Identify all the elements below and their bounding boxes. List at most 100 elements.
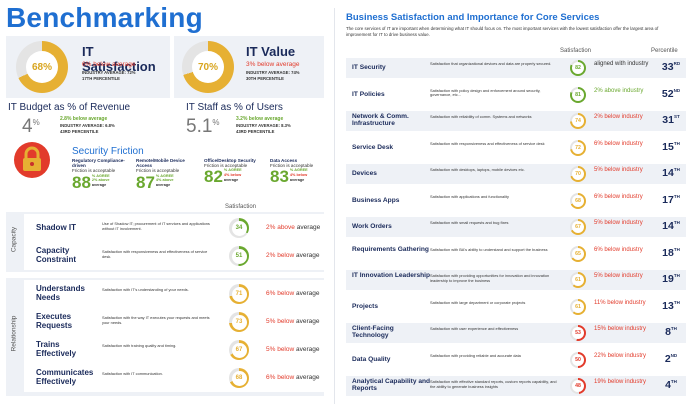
core-service-rank-suffix: TH — [670, 379, 677, 384]
metric-score-ring: 34 — [229, 218, 249, 238]
core-service-percentile: 8TH — [658, 326, 684, 338]
core-service-percentile: 17TH — [658, 194, 684, 206]
core-service-row: Requirements Gathering Satisfaction with … — [346, 244, 686, 264]
metric-verdict-delta: 2% above — [266, 224, 295, 231]
core-service-rank: 33 — [661, 61, 674, 73]
core-service-row: Data Quality Satisfaction with providing … — [346, 350, 686, 370]
metric-verdict-delta: 6% below — [266, 290, 295, 297]
metric-verdict-delta: 5% below — [266, 346, 295, 353]
friction-item: Office/Desktop Security Friction is accep… — [204, 158, 268, 187]
metric-score-ring: 73 — [229, 312, 249, 332]
core-service-score: 74 — [575, 118, 581, 124]
core-service-score-inner: 67 — [572, 221, 584, 233]
core-service-score-inner: 68 — [572, 194, 584, 207]
metric-verdict-rest: average — [294, 290, 320, 297]
core-service-description: Satisfaction with large department or co… — [430, 299, 526, 305]
core-service-verdict: 22% below industry — [594, 352, 647, 359]
core-service-verdict: 5% below industry — [594, 220, 643, 226]
staff-percentile: 43RD PERCENTILE — [236, 129, 275, 134]
core-service-score: 48 — [575, 383, 581, 389]
budget-value: 4% — [22, 116, 40, 138]
metric-verdict-rest: average — [294, 224, 321, 231]
core-service-score: 65 — [575, 250, 581, 257]
core-service-score-ring: 48 — [570, 378, 586, 394]
it-value-donut: 70% — [182, 41, 234, 93]
core-service-row: Business Apps Satisfaction with applicati… — [346, 191, 686, 211]
core-service-score-ring: 68 — [570, 192, 586, 209]
budget-unit: % — [32, 118, 40, 127]
metric-verdict-delta: 6% below — [266, 374, 295, 381]
core-service-verdict: 2% above industry — [594, 87, 644, 94]
core-service-name: Projects — [352, 302, 379, 310]
metric-row: Understands Needs Satisfaction with IT's … — [24, 280, 324, 308]
core-service-row: Network & Comm. Infrastructure Satisfacti… — [346, 111, 686, 131]
friction-item-side: % AGREE 4% above average — [156, 174, 174, 188]
core-service-name: Analytical Capability and Reports — [352, 378, 431, 393]
friction-item-value: 82 — [204, 167, 223, 187]
metric-name: Understands Needs — [36, 284, 85, 302]
it-value-card: 70% IT Value 3% below average INDUSTRY A… — [174, 36, 324, 98]
core-service-description: Satisfaction with effective standard rep… — [430, 379, 557, 389]
it-satisfaction-delta: 6% below average — [82, 61, 136, 68]
core-service-rank-suffix: ND — [673, 87, 681, 93]
core-service-score: 81 — [575, 91, 581, 98]
friction-avg-label: average — [155, 182, 171, 187]
core-service-verdict: 11% below industry — [594, 299, 646, 306]
friction-item-value-row: 83% AGREE 4% below average — [270, 168, 334, 187]
friction-item-sub: Friction is acceptable — [72, 168, 116, 174]
it-value-title: IT Value — [246, 44, 296, 59]
metric-verdict-rest: average — [294, 252, 320, 259]
core-service-verdict: 19% below industry — [594, 379, 647, 385]
core-service-percentile: 14TH — [658, 167, 684, 179]
friction-agree-label: % AGREE — [155, 173, 174, 178]
metric-description: Use of Shadow IT; procurement of IT serv… — [102, 221, 210, 231]
it-satisfaction-unit: % — [43, 61, 53, 73]
core-service-row: Client-Facing Technology Satisfaction wit… — [346, 323, 686, 343]
core-service-row: Devices Satisfaction with desktops, lapto… — [346, 164, 686, 184]
core-service-rank-suffix: ND — [670, 352, 678, 358]
core-service-name: Business Apps — [352, 196, 400, 204]
page-title: Benchmarking — [6, 2, 203, 33]
friction-item-value-row: 87% AGREE 4% above average — [136, 173, 200, 193]
percentile-header: Percentile — [651, 48, 678, 54]
friction-agree-label: % AGREE — [289, 168, 308, 173]
core-service-description: Satisfaction with reliability of comm. S… — [430, 114, 532, 119]
core-service-description: Satisfaction with responsiveness and eff… — [430, 140, 545, 146]
budget-number: 4 — [22, 116, 33, 137]
core-service-row: Service Desk Satisfaction with responsive… — [346, 138, 686, 158]
friction-item-value-row: 82% AGREE 4% below average — [204, 168, 268, 187]
core-service-score-ring: 81 — [570, 86, 586, 103]
core-service-name: IT Policies — [352, 90, 385, 98]
core-service-score: 82 — [575, 65, 581, 71]
security-friction-title: Security Friction — [72, 146, 144, 157]
metric-verdict-rest: average — [294, 374, 320, 381]
it-satisfaction-title: IT Satisfaction — [82, 44, 156, 74]
friction-item-side: % AGREE 4% below average — [224, 168, 242, 182]
metric-row: Capacity Constraint Satisfaction with res… — [24, 242, 324, 270]
friction-item-heading: Remote/Mobile Device Access — [136, 158, 185, 169]
metric-score-ring: 67 — [229, 340, 249, 360]
core-service-verdict: 2% below industry — [594, 114, 643, 120]
core-service-name: IT Innovation Leadership — [352, 272, 431, 279]
core-service-score-ring: 67 — [570, 219, 586, 235]
core-service-rank: 14 — [662, 167, 674, 179]
core-service-score-inner: 72 — [572, 141, 584, 154]
core-service-score: 50 — [575, 356, 581, 363]
friction-item-side: % AGREE 2% above average — [92, 174, 110, 188]
core-service-rank: 18 — [662, 246, 674, 259]
core-service-description: Satisfaction that organizational devices… — [430, 61, 552, 66]
core-service-row: IT Innovation Leadership Satisfaction wit… — [346, 270, 686, 290]
core-service-rank: 31 — [662, 114, 674, 126]
friction-item-heading: Data Access — [270, 158, 298, 163]
friction-delta: 4% above — [155, 178, 174, 183]
core-service-score-ring: 50 — [570, 351, 586, 368]
it-value-delta: 3% below average — [246, 61, 300, 68]
it-satisfaction-value: 68 — [31, 61, 44, 73]
metric-score-inner: 51 — [231, 248, 247, 264]
core-service-score-inner: 74 — [572, 115, 584, 127]
core-service-rank-suffix: ST — [673, 114, 680, 119]
core-service-score-ring: 65 — [570, 245, 586, 262]
metric-score-ring: 71 — [229, 284, 249, 304]
core-service-rank: 15 — [662, 140, 674, 153]
core-service-percentile: 18TH — [658, 247, 684, 259]
